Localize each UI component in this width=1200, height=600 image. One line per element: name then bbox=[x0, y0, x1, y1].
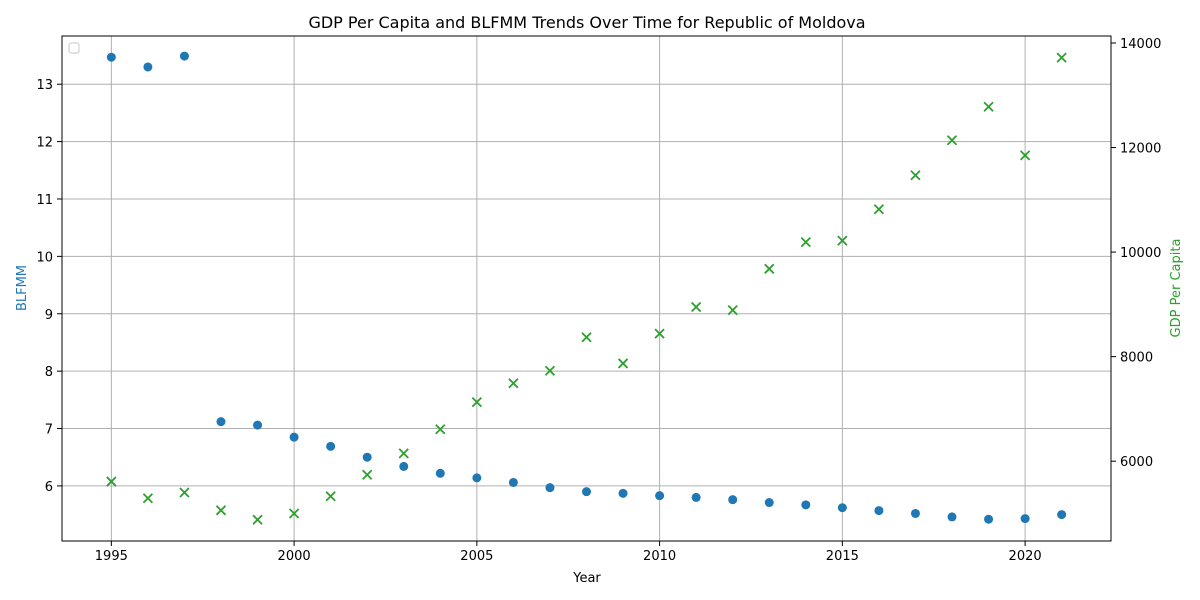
blfmm-point bbox=[143, 62, 153, 72]
blfmm-point bbox=[216, 417, 226, 427]
gdp-point bbox=[215, 505, 227, 516]
axis-ticks: 1995 2000 2005 2010 2015 2020 6 7 8 9 10 11 12 13 6000… bbox=[36, 37, 1161, 564]
blfmm-point bbox=[545, 483, 555, 493]
gdp-point bbox=[252, 514, 263, 525]
y-left-tick-label: 8 bbox=[45, 365, 53, 380]
gdp-point bbox=[727, 304, 738, 316]
blfmm-point bbox=[801, 500, 811, 510]
gdp-point bbox=[946, 135, 958, 146]
gdp-point bbox=[654, 328, 665, 339]
y-left-tick-label: 11 bbox=[36, 193, 53, 208]
x-tick-label: 2005 bbox=[460, 549, 493, 564]
gdp-point bbox=[1019, 150, 1031, 161]
blfmm-point bbox=[582, 487, 591, 497]
x-tick-label: 1995 bbox=[95, 549, 128, 564]
gdp-point bbox=[544, 365, 556, 376]
blfmm-point bbox=[106, 52, 116, 62]
blfmm-point bbox=[435, 468, 445, 478]
x-tick-label: 2020 bbox=[1009, 549, 1042, 564]
y-right-tick-label: 6000 bbox=[1120, 455, 1153, 470]
gdp-point bbox=[179, 487, 190, 498]
data-marks bbox=[106, 51, 1067, 525]
gdp-point bbox=[362, 469, 373, 480]
y-left-tick-label: 13 bbox=[36, 78, 53, 93]
blfmm-point bbox=[947, 512, 957, 522]
legend-box bbox=[68, 42, 80, 54]
gdp-point bbox=[800, 237, 811, 248]
blfmm-point bbox=[691, 492, 701, 502]
y-left-tick-label: 12 bbox=[36, 136, 53, 151]
blfmm-point bbox=[984, 514, 994, 524]
y-right-tick-label: 14000 bbox=[1120, 37, 1161, 52]
chart-title: GDP Per Capita and BLFMM Trends Over Tim… bbox=[308, 13, 865, 32]
gdp-point bbox=[398, 448, 409, 459]
blfmm-point bbox=[508, 477, 518, 487]
blfmm-point bbox=[1057, 510, 1067, 520]
blfmm-point bbox=[179, 51, 189, 61]
blfmm-point bbox=[362, 452, 372, 462]
gdp-point bbox=[837, 235, 848, 246]
gdp-point bbox=[1056, 52, 1067, 63]
y-right-tick-label: 10000 bbox=[1120, 246, 1161, 261]
y-left-tick-label: 9 bbox=[45, 308, 53, 323]
blfmm-point bbox=[874, 506, 884, 516]
gdp-point bbox=[508, 378, 519, 389]
blfmm-point bbox=[837, 503, 847, 513]
y-axis-left-label: BLFMM bbox=[15, 265, 30, 311]
blfmm-point bbox=[472, 473, 482, 483]
y-axis-right-label: GDP Per Capita bbox=[1169, 239, 1184, 338]
blfmm-point bbox=[618, 488, 628, 498]
blfmm-point bbox=[289, 432, 299, 442]
grid bbox=[62, 36, 1111, 541]
gdp-point bbox=[691, 301, 702, 313]
gdp-point bbox=[617, 358, 629, 369]
x-tick-label: 2000 bbox=[278, 549, 311, 564]
gdp-point bbox=[435, 424, 446, 435]
blfmm-point bbox=[764, 498, 774, 508]
gdp-point bbox=[142, 493, 154, 504]
blfmm-point bbox=[253, 420, 263, 430]
gdp-point bbox=[581, 332, 592, 343]
plot-frame bbox=[61, 35, 1112, 542]
gdp-point bbox=[471, 396, 482, 408]
gdp-point bbox=[764, 263, 775, 274]
y-left-tick-label: 10 bbox=[36, 250, 53, 265]
gdp-point bbox=[106, 476, 117, 487]
x-axis-label: Year bbox=[572, 571, 601, 586]
gdp-point bbox=[288, 508, 300, 519]
gdp-point bbox=[325, 491, 336, 502]
x-tick-label: 2010 bbox=[643, 549, 676, 564]
gdp-point bbox=[873, 204, 885, 215]
y-left-tick-label: 7 bbox=[45, 423, 53, 438]
blfmm-point bbox=[910, 508, 920, 518]
y-right-tick-label: 8000 bbox=[1120, 351, 1153, 366]
blfmm-point bbox=[728, 495, 738, 505]
gdp-point bbox=[910, 170, 921, 181]
y-left-tick-label: 6 bbox=[45, 480, 53, 495]
blfmm-point bbox=[326, 441, 336, 451]
blfmm-point bbox=[1020, 514, 1030, 524]
y-right-tick-label: 12000 bbox=[1120, 142, 1161, 157]
blfmm-point bbox=[655, 491, 665, 501]
x-tick-label: 2015 bbox=[826, 549, 859, 564]
gdp-point bbox=[983, 101, 994, 112]
blfmm-point bbox=[399, 461, 409, 471]
